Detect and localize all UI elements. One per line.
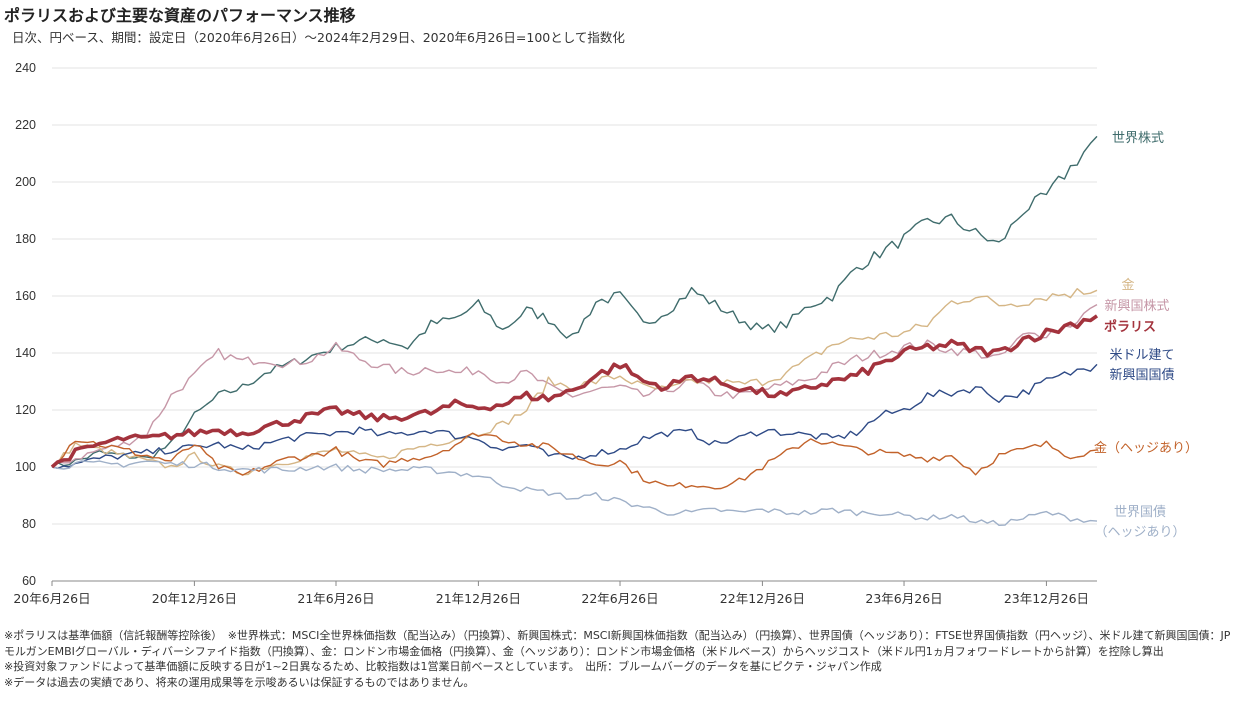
series-label: ポラリス <box>1104 319 1156 335</box>
y-tick-label: 120 <box>15 403 36 417</box>
series-label: 米ドル建て <box>1109 348 1174 363</box>
y-tick-label: 240 <box>15 61 36 75</box>
series-label: 金 <box>1121 277 1134 293</box>
y-tick-label: 180 <box>15 232 36 246</box>
footnote: ※ポラリスは基準価額（信託報酬等控除後） ※世界株式：MSCI全世界株価指数（配… <box>4 629 1231 658</box>
footnote: ※データは過去の実績であり、将来の運用成果等を示唆あるいは保証するものではありま… <box>4 675 475 689</box>
y-tick-label: 60 <box>22 574 36 588</box>
series-line <box>50 314 1099 469</box>
series-label: 世界国債 <box>1114 505 1166 520</box>
series-line <box>51 460 1098 526</box>
x-tick-label: 23年12月26日 <box>1004 591 1089 606</box>
series-line <box>51 303 1098 468</box>
footnotes: ※ポラリスは基準価額（信託報酬等控除後） ※世界株式：MSCI全世界株価指数（配… <box>4 628 1240 690</box>
series-label: （ヘッジあり） <box>1094 525 1185 540</box>
y-tick-label: 100 <box>15 460 36 474</box>
series-line <box>51 135 1098 468</box>
x-tick-label: 22年6月26日 <box>581 591 658 606</box>
y-tick-label: 80 <box>22 517 36 531</box>
chart-subtitle: 日次、円ベース、期間：設定日（2020年6月26日）～2024年2月29日、20… <box>12 30 625 45</box>
series-label: 新興国株式 <box>1104 298 1169 314</box>
y-tick-label: 220 <box>15 118 36 132</box>
series-label: 世界株式 <box>1112 131 1164 146</box>
x-tick-label: 21年6月26日 <box>297 591 374 606</box>
series-line <box>51 432 1098 490</box>
y-tick-label: 200 <box>15 175 36 189</box>
footnote: ※投資対象ファンドによって基準価額に反映する日が1~2日異なるため、比較指数は1… <box>4 660 882 674</box>
series-label: 金（ヘッジあり） <box>1094 440 1198 456</box>
series-line <box>51 363 1098 469</box>
line-chart: 60 80 100 120 140 160 180 200 220 240 20年6月26日 20年… <box>13 61 1198 606</box>
series-label: 新興国国債 <box>1109 367 1174 383</box>
x-tick-label: 22年12月26日 <box>720 591 805 606</box>
y-tick-label: 160 <box>15 289 36 303</box>
x-tick-label: 20年6月26日 <box>13 591 90 606</box>
x-tick-label: 21年12月26日 <box>436 591 521 606</box>
x-tick-label: 23年6月26日 <box>865 591 942 606</box>
x-tick-label: 20年12月26日 <box>152 591 237 606</box>
chart-title: ポラリスおよび主要な資産のパフォーマンス推移 <box>4 6 356 25</box>
y-tick-label: 140 <box>15 346 36 360</box>
